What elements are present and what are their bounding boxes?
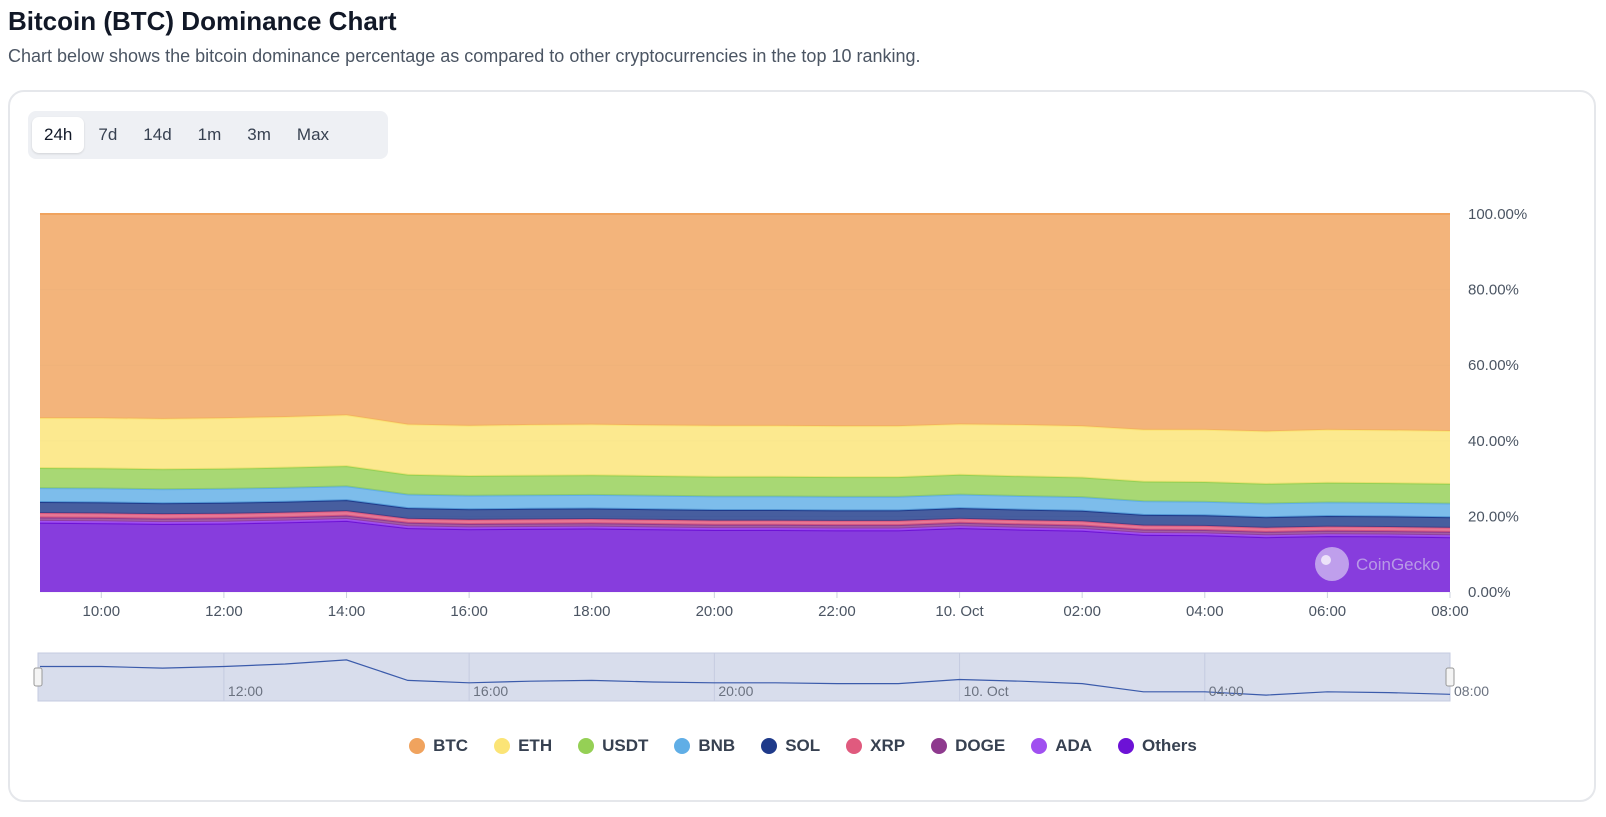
tab-3m[interactable]: 3m	[247, 125, 271, 144]
coingecko-logo-icon	[1315, 547, 1349, 581]
x-axis: 10:00 12:00 14:00 16:00 18:00 20:00 22:00 10. O…	[83, 592, 1469, 620]
y-tick-label: 60.00%	[1468, 357, 1519, 374]
tab-14d[interactable]: 14d	[143, 125, 172, 144]
navigator-left-handle[interactable]	[33, 667, 43, 687]
x-tick-label: 20:00	[696, 603, 734, 620]
x-tick-label: 10:00	[83, 603, 121, 620]
navigator-label: 08:00	[1454, 683, 1489, 699]
page-title: Bitcoin (BTC) Dominance Chart	[8, 6, 397, 36]
coingecko-logo-eye	[1321, 555, 1331, 565]
x-tick-label: 10. Oct	[935, 603, 984, 620]
legend-dot-btc	[409, 738, 426, 754]
navigator-right-handle[interactable]	[1445, 667, 1455, 687]
x-tick-label: 04:00	[1186, 603, 1224, 620]
legend-label-ada: ADA	[1055, 736, 1093, 755]
tab-max[interactable]: Max	[296, 125, 330, 144]
y-tick-label: 40.00%	[1468, 433, 1519, 450]
x-tick-label: 06:00	[1309, 603, 1347, 620]
range-tabs: 24h 7d 14d 1m 3m Max	[28, 111, 388, 159]
legend-item-usdt[interactable]: USDT	[578, 736, 648, 756]
legend-dot-usdt	[578, 738, 595, 754]
area-bnb[interactable]	[40, 486, 1450, 518]
legend-dot-sol	[761, 738, 778, 754]
legend-label-eth: ETH	[518, 736, 553, 755]
dominance-chart[interactable]: 0.00% 20.00% 40.00% 60.00% 80.00% 100.00% 10:…	[0, 0, 1606, 720]
area-eth[interactable]	[40, 415, 1450, 484]
y-tick-label: 100.00%	[1468, 206, 1527, 223]
area-btc[interactable]	[40, 214, 1450, 432]
legend-item-xrp[interactable]: XRP	[846, 736, 905, 756]
legend-dot-ada	[1031, 738, 1048, 754]
navigator-label: 04:00	[1209, 683, 1244, 699]
legend-label-sol: SOL	[785, 736, 821, 755]
legend-item-others[interactable]: Others	[1118, 736, 1197, 756]
chart-legend: BTC ETH USDT BNB SOL XRP DOGE ADA Others	[0, 736, 1606, 756]
legend-dot-others	[1118, 738, 1135, 754]
legend-dot-eth	[494, 738, 511, 754]
legend-item-eth[interactable]: ETH	[494, 736, 552, 756]
navigator-labels: 12:00 16:00 20:00 10. Oct 04:00 08:00	[228, 683, 1489, 699]
y-tick-label: 80.00%	[1468, 282, 1519, 299]
navigator-label: 10. Oct	[964, 683, 1009, 699]
tab-7d[interactable]: 7d	[98, 125, 118, 144]
navigator-window[interactable]	[37, 652, 1451, 702]
legend-label-bnb: BNB	[698, 736, 736, 755]
y-tick-label: 0.00%	[1468, 584, 1511, 601]
tab-24h[interactable]: 24h	[32, 117, 85, 153]
legend-label-doge: DOGE	[955, 736, 1006, 755]
x-tick-label: 14:00	[328, 603, 366, 620]
x-tick-label: 16:00	[450, 603, 488, 620]
x-tick-label: 02:00	[1063, 603, 1101, 620]
y-tick-label: 20.00%	[1468, 508, 1519, 525]
legend-label-btc: BTC	[433, 736, 469, 755]
navigator-line	[40, 659, 1451, 696]
watermark-text: CoinGecko	[1356, 555, 1440, 574]
legend-label-xrp: XRP	[870, 736, 906, 755]
legend-dot-bnb	[674, 738, 691, 754]
legend-item-bnb[interactable]: BNB	[674, 736, 735, 756]
navigator-label: 12:00	[228, 683, 263, 699]
page-subtitle: Chart below shows the bitcoin dominance …	[8, 46, 921, 66]
coingecko-watermark: CoinGecko	[1315, 547, 1440, 581]
range-navigator[interactable]: 12:00 16:00 20:00 10. Oct 04:00 08:00	[33, 652, 1489, 702]
x-tick-label: 08:00	[1431, 603, 1469, 620]
y-axis: 0.00% 20.00% 40.00% 60.00% 80.00% 100.00%	[1468, 206, 1527, 601]
x-tick-label: 22:00	[818, 603, 856, 620]
area-others[interactable]	[40, 520, 1450, 592]
legend-item-doge[interactable]: DOGE	[931, 736, 1005, 756]
navigator-label: 20:00	[718, 683, 753, 699]
legend-item-ada[interactable]: ADA	[1031, 736, 1092, 756]
legend-label-others: Others	[1142, 736, 1197, 755]
tab-1m[interactable]: 1m	[197, 125, 222, 144]
legend-item-sol[interactable]: SOL	[761, 736, 820, 756]
legend-label-usdt: USDT	[602, 736, 649, 755]
legend-dot-doge	[931, 738, 948, 754]
legend-item-btc[interactable]: BTC	[409, 736, 468, 756]
area-usdt[interactable]	[40, 466, 1450, 504]
chart-areas	[39, 213, 1451, 592]
x-tick-label: 12:00	[205, 603, 243, 620]
legend-dot-xrp	[846, 738, 863, 754]
navigator-label: 16:00	[473, 683, 508, 699]
navigator-gridlines	[223, 653, 1206, 701]
x-tick-label: 18:00	[573, 603, 611, 620]
